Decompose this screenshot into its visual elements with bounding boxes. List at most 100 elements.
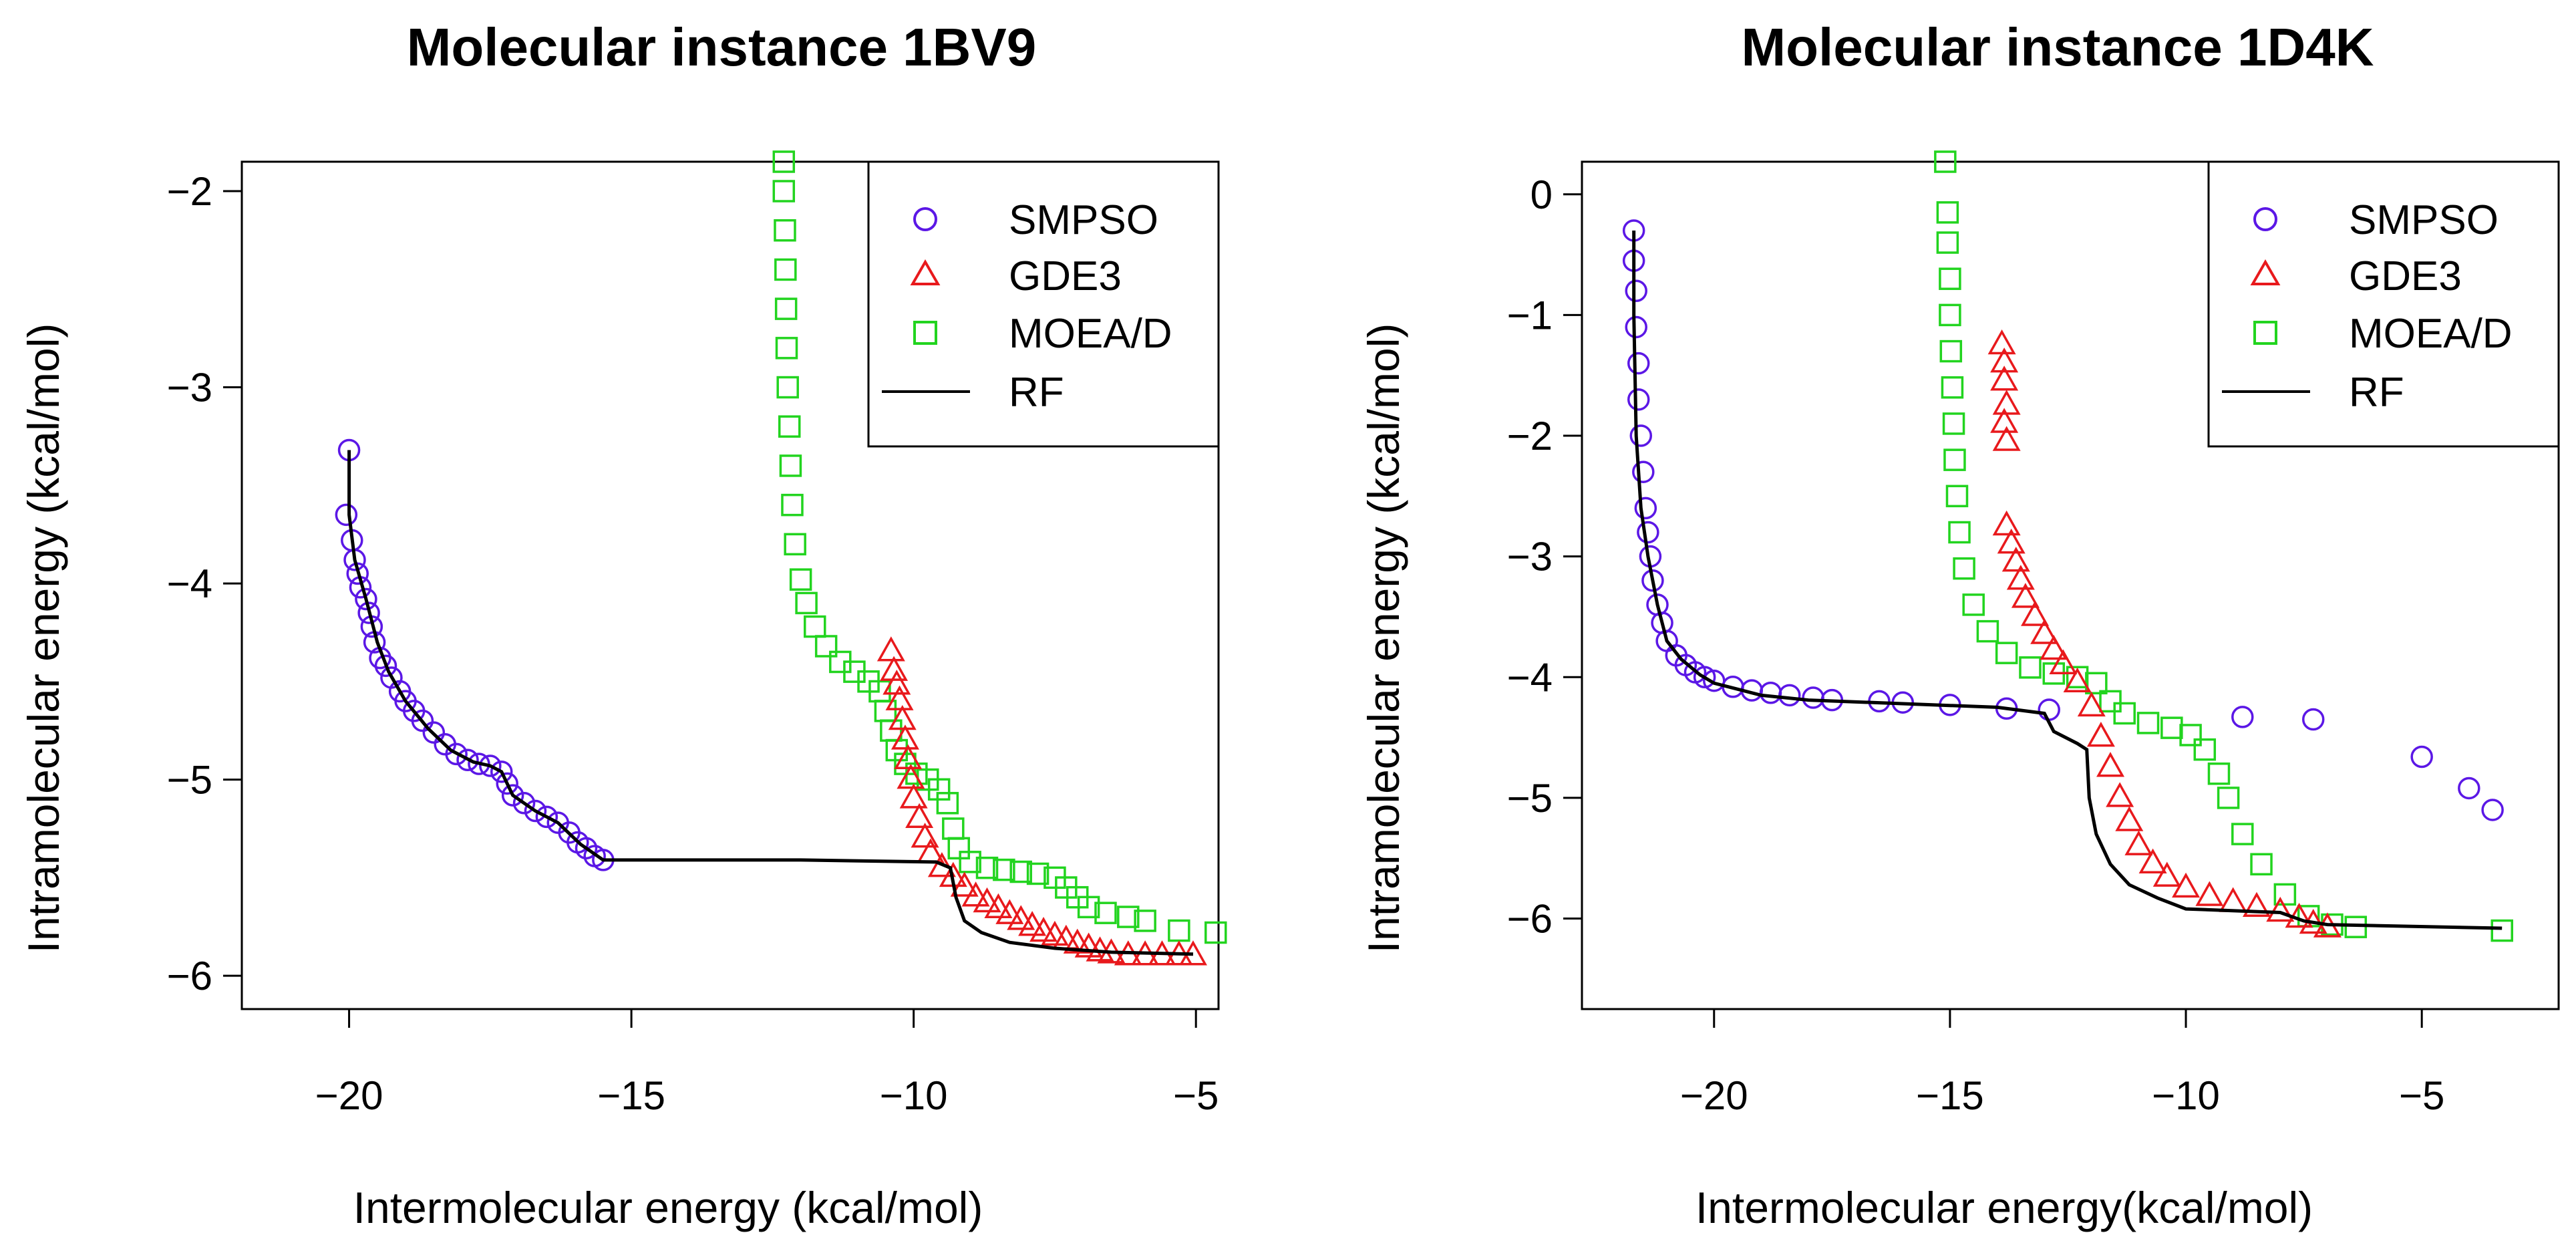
gde3-point bbox=[1992, 510, 2021, 536]
smpso-point bbox=[456, 748, 479, 771]
smpso-point bbox=[1627, 388, 1650, 411]
smpso-point bbox=[575, 837, 598, 860]
smpso-point bbox=[1778, 684, 1801, 707]
moead-point bbox=[1976, 619, 1999, 643]
x-tick-label: −15 bbox=[1916, 1073, 1984, 1118]
moead-point bbox=[1941, 376, 1964, 399]
gde3-point bbox=[1074, 932, 1103, 958]
moead-point bbox=[2179, 724, 2202, 746]
smpso-point bbox=[501, 784, 524, 807]
gde3-point bbox=[2049, 649, 2078, 674]
gde3-point bbox=[911, 823, 939, 848]
x-tick-label: −20 bbox=[315, 1073, 383, 1118]
smpso-point bbox=[1637, 521, 1659, 544]
moead-point bbox=[1134, 910, 1156, 932]
moead-point bbox=[927, 778, 951, 801]
moead-point bbox=[2160, 716, 2183, 739]
moead-point bbox=[1009, 860, 1032, 883]
smpso-point bbox=[1634, 497, 1657, 520]
legend-label-gde3: GDE3 bbox=[1009, 253, 1122, 299]
moead-point bbox=[776, 376, 799, 399]
chart-title: Molecular instance 1D4K bbox=[1742, 17, 2374, 77]
moead-point bbox=[2193, 738, 2217, 761]
smpso-point bbox=[374, 654, 397, 678]
smpso-point bbox=[1627, 352, 1650, 375]
y-tick-label: −1 bbox=[1507, 293, 1553, 337]
moead-point bbox=[2490, 919, 2513, 942]
rf-line bbox=[1632, 231, 2503, 930]
gde3-point bbox=[2152, 861, 2181, 887]
gde3-point bbox=[894, 744, 923, 769]
x-tick-label: −10 bbox=[2152, 1073, 2220, 1118]
smpso-point bbox=[479, 754, 502, 777]
moead-point bbox=[1948, 521, 1971, 544]
moead-point bbox=[1939, 267, 1961, 290]
gde3-point bbox=[2172, 872, 2201, 898]
moead-point bbox=[775, 337, 798, 360]
legend-label-gde3: GDE3 bbox=[2349, 253, 2462, 299]
legend-circle-icon bbox=[2253, 207, 2277, 231]
x-tick-label: −5 bbox=[1173, 1073, 1219, 1118]
x-axis: −20 −15 −10 −5 bbox=[315, 1009, 1219, 1118]
gde3-point bbox=[2138, 848, 2167, 873]
moead-point bbox=[2207, 762, 2231, 785]
y-tick-label: −6 bbox=[167, 954, 212, 998]
moead-point bbox=[774, 258, 797, 281]
moead-point bbox=[1204, 921, 1227, 944]
legend-circle-icon bbox=[913, 207, 937, 231]
moead-point bbox=[781, 493, 804, 517]
moead-point bbox=[2019, 656, 2042, 679]
y-axis: −6 −5 −4 −3 −2 −1 0 bbox=[1507, 172, 1582, 942]
moead-point bbox=[1936, 231, 1959, 254]
y-tick-label: −5 bbox=[1507, 776, 1553, 821]
smpso-point bbox=[2301, 708, 2325, 731]
moead-point bbox=[942, 817, 965, 840]
moead-point bbox=[2113, 702, 2136, 725]
smpso-point bbox=[1759, 682, 1782, 704]
smpso-point bbox=[1632, 460, 1655, 483]
legend-label-moead: MOEA/D bbox=[1009, 311, 1172, 357]
gde3-point bbox=[1990, 366, 2019, 391]
moead-point bbox=[1962, 593, 1985, 616]
smpso-point bbox=[2458, 777, 2480, 800]
moead-point bbox=[993, 858, 1015, 881]
gde3-point bbox=[1997, 529, 2026, 554]
moead-point bbox=[936, 792, 959, 815]
gde3-point bbox=[2195, 881, 2224, 906]
series-rf bbox=[1632, 231, 2503, 930]
gde3-point bbox=[961, 881, 990, 907]
smpso-point bbox=[445, 742, 468, 766]
legend-label-smpso: SMPSO bbox=[2349, 197, 2499, 243]
gde3-point bbox=[2030, 619, 2059, 644]
smpso-point bbox=[535, 805, 558, 829]
moead-point bbox=[795, 591, 818, 615]
moead-point bbox=[1939, 303, 1961, 327]
legend-square-icon bbox=[2253, 321, 2277, 345]
x-axis-label: Intermolecular energy(kcal/mol) bbox=[1696, 1183, 2313, 1232]
y-tick-label: 0 bbox=[1531, 172, 1553, 217]
series-rf bbox=[347, 450, 1194, 956]
moead-point bbox=[2217, 787, 2240, 809]
smpso-point bbox=[2481, 799, 2504, 821]
y-axis-label: Intramolecular energy (kcal/mol) bbox=[1359, 323, 1408, 954]
moead-point bbox=[947, 837, 971, 860]
smpso-point bbox=[2038, 698, 2060, 721]
moead-point bbox=[2231, 823, 2254, 845]
moead-point bbox=[1942, 412, 1965, 435]
gde3-point bbox=[2086, 722, 2115, 747]
gde3-point bbox=[2063, 667, 2092, 693]
gde3-point bbox=[1040, 920, 1069, 946]
chart-panel-1bv9: Molecular instance 1BV9 −6 −5 −4 −3 −2 −20 −1… bbox=[19, 17, 1227, 1232]
moead-point bbox=[814, 635, 838, 658]
plot-area bbox=[335, 150, 1227, 966]
gde3-point bbox=[2106, 782, 2134, 807]
gde3-point bbox=[876, 636, 905, 662]
gde3-point bbox=[897, 764, 925, 789]
moead-point bbox=[874, 700, 897, 722]
gde3-point bbox=[891, 724, 919, 750]
x-axis-label: Intermolecular energy (kcal/mol) bbox=[353, 1183, 983, 1232]
moead-point bbox=[1939, 339, 1963, 363]
gde3-point bbox=[2077, 691, 2106, 717]
smpso-point bbox=[512, 792, 536, 815]
rf-line bbox=[347, 450, 1194, 956]
